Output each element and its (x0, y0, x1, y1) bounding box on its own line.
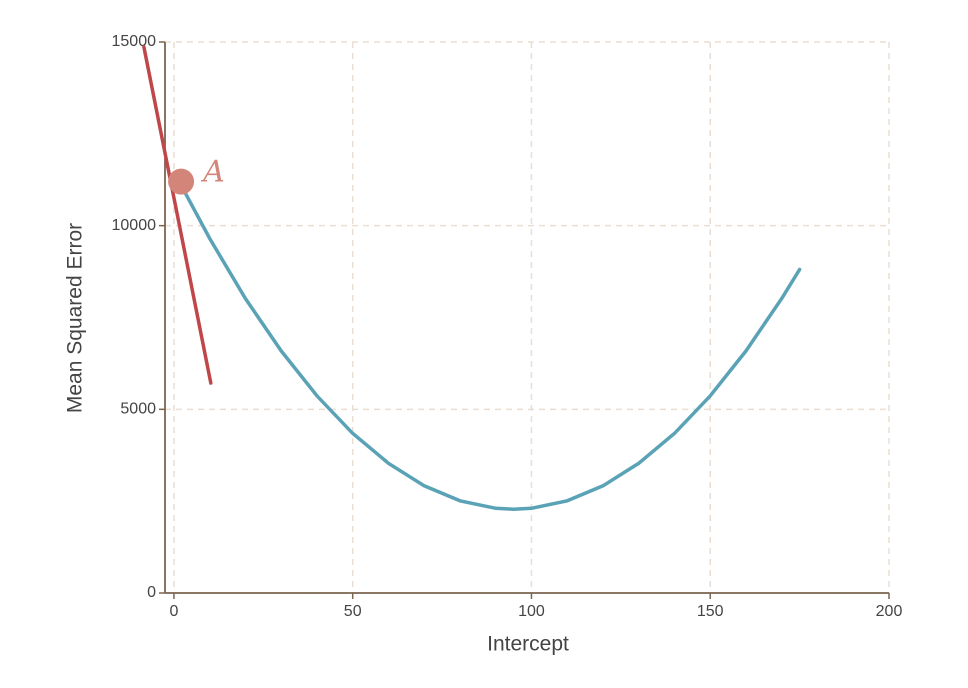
x-tick-label: 100 (518, 603, 545, 620)
y-tick-label: 15000 (112, 33, 157, 50)
series-line (179, 183, 802, 511)
x-tick-label: 0 (169, 603, 178, 620)
y-axis-title: Mean Squared Error (64, 223, 87, 413)
point-label: A (200, 155, 225, 190)
x-axis-title: Intercept (487, 633, 569, 656)
x-tick-label: 200 (876, 603, 903, 620)
point-marker (168, 168, 195, 195)
y-tick-label: 5000 (120, 401, 156, 418)
x-tick-label: 150 (697, 603, 724, 620)
series-line (142, 45, 213, 385)
y-tick-label: 10000 (112, 217, 157, 234)
x-tick-label: 50 (344, 603, 362, 620)
y-tick-label: 0 (147, 584, 156, 601)
